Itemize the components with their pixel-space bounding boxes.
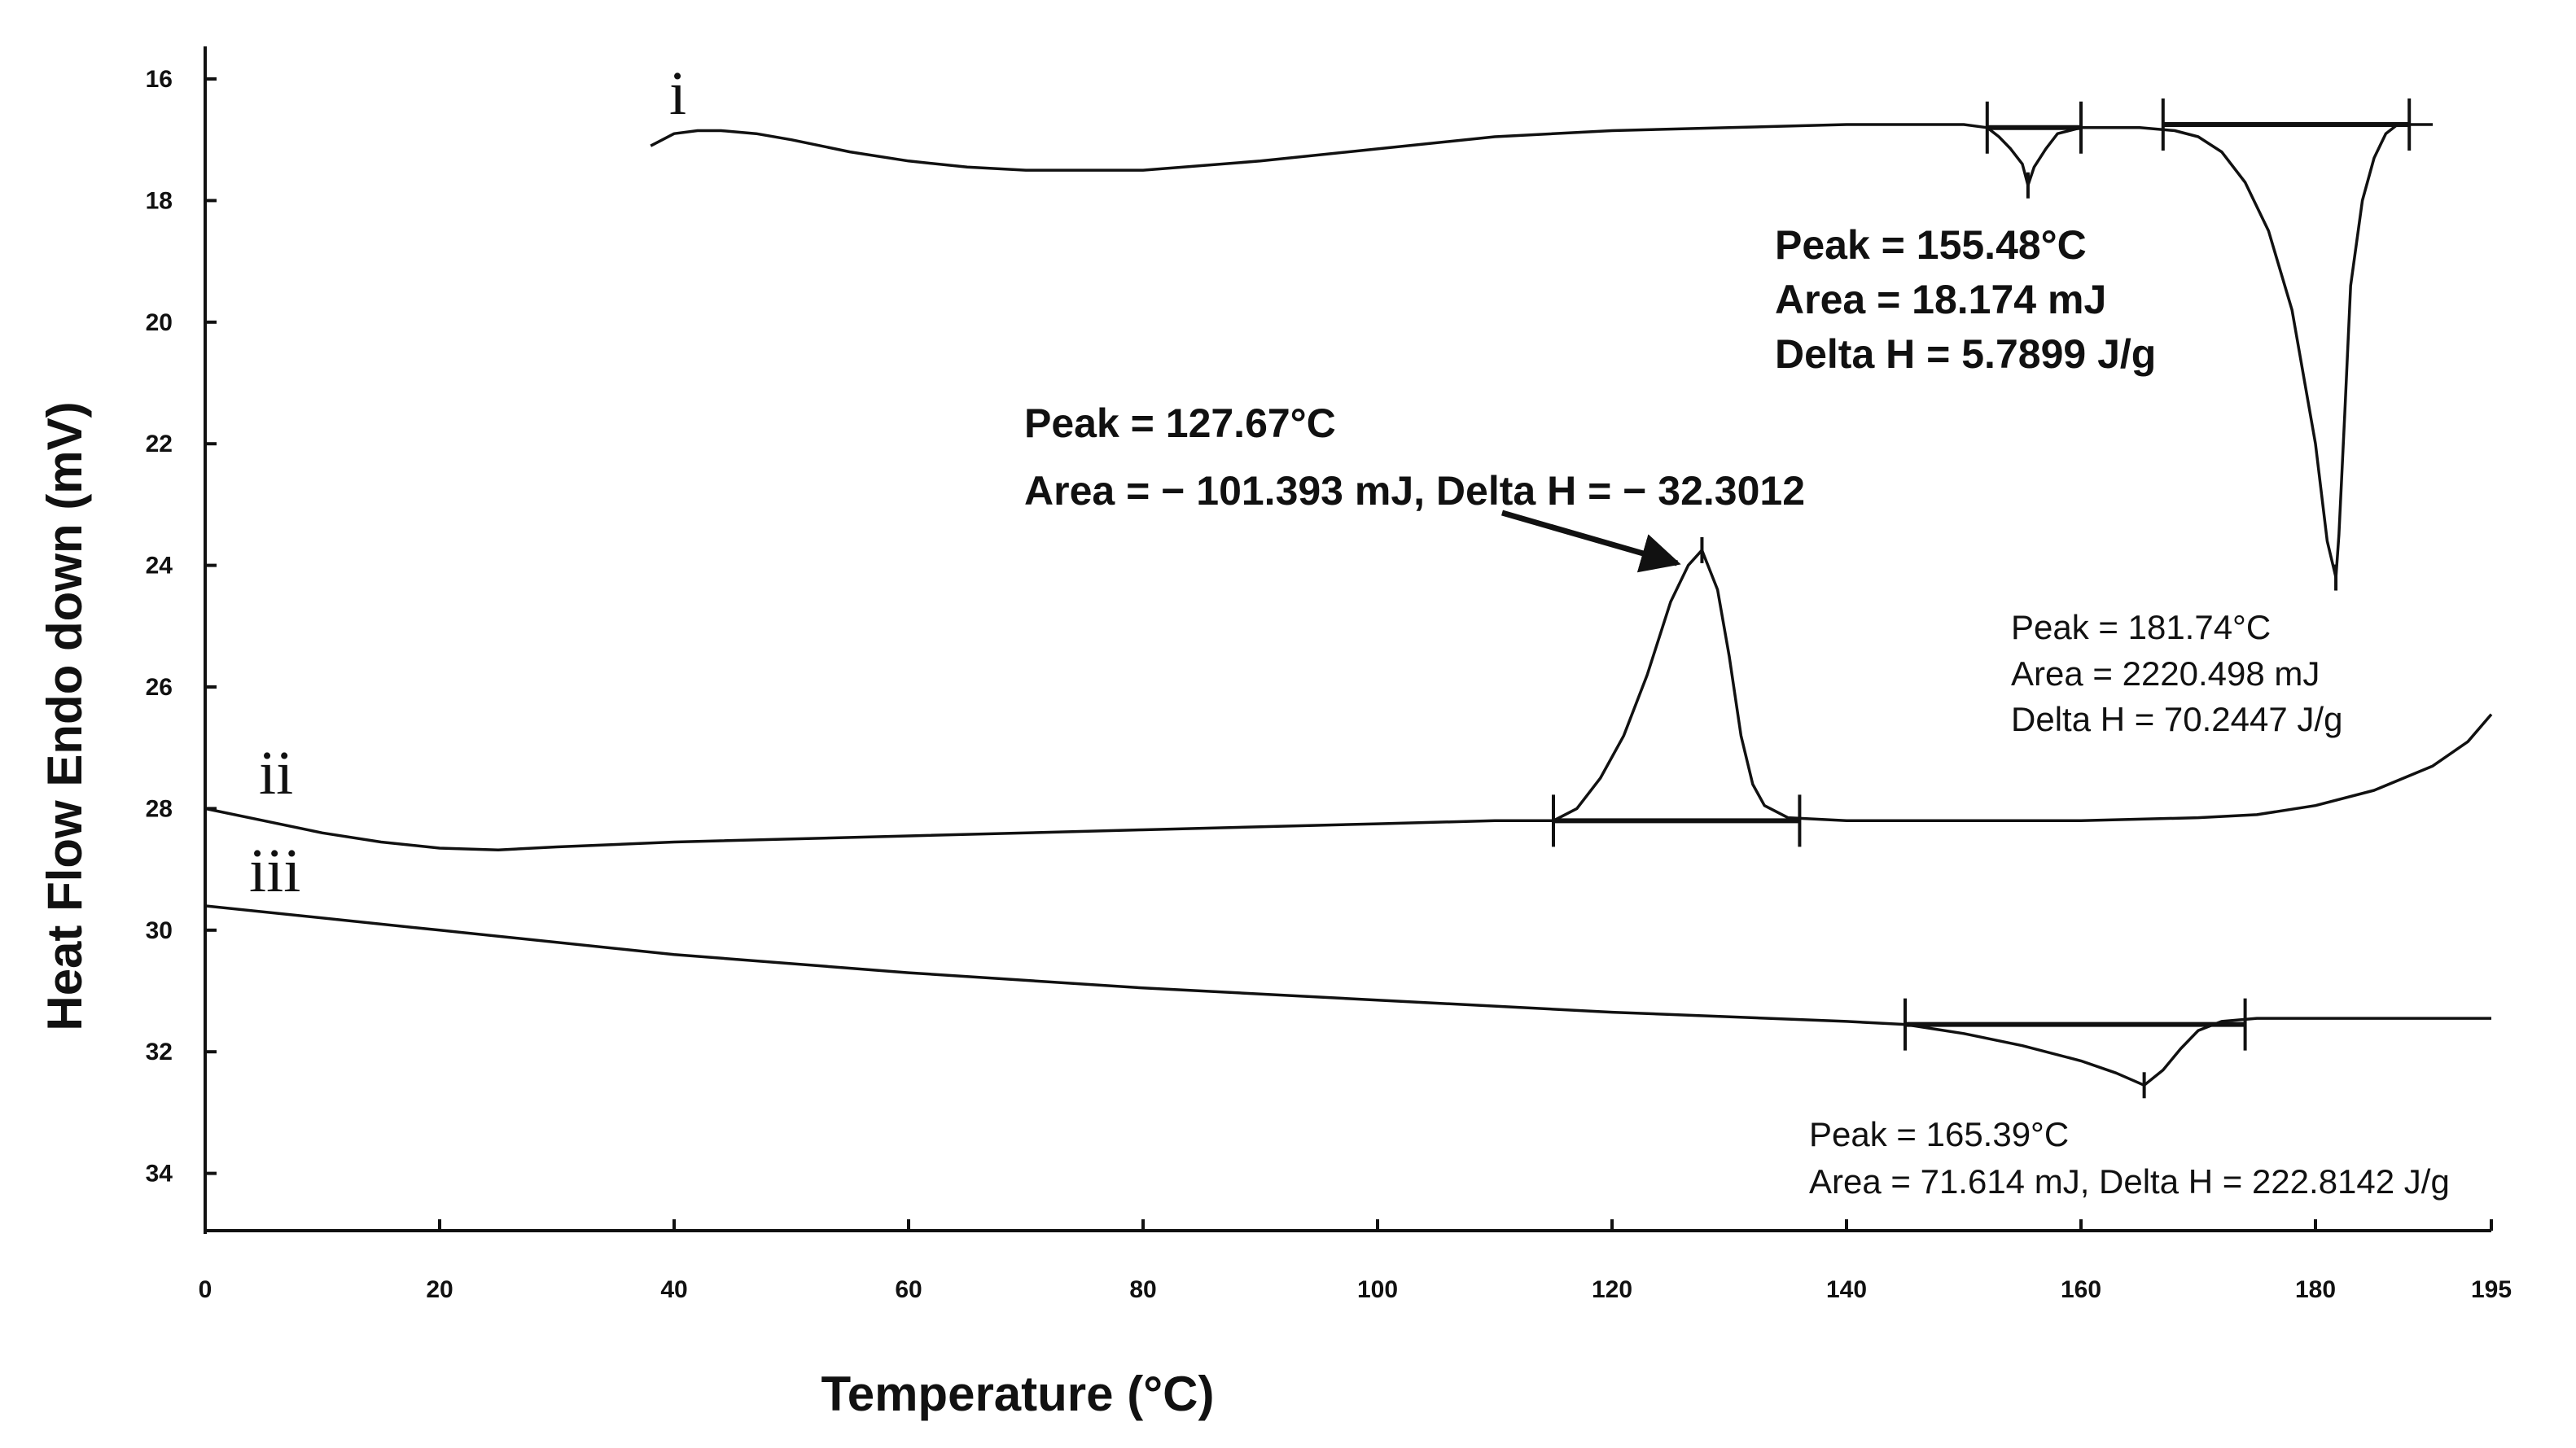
annotation-line: Area = 2220.498 mJ: [2011, 654, 2320, 693]
annotation-peak-127: Peak = 127.67°C Area = − 101.393 mJ, Del…: [1024, 400, 1805, 514]
peak-markers: [1700, 172, 2338, 1099]
annotation-line: Peak = 181.74°C: [2011, 608, 2271, 646]
y-tick-label: 32: [146, 1039, 173, 1065]
annotation-peak-155: Peak = 155.48°C Area = 18.174 mJ Delta H…: [1775, 222, 2156, 377]
y-tick-label: 28: [146, 795, 173, 822]
series-line-iii: [204, 904, 2491, 1087]
annotation-peak-165: Peak = 165.39°C Area = 71.614 mJ, Delta …: [1809, 1115, 2450, 1201]
y-tick-label: 34: [146, 1161, 173, 1188]
curves: [204, 123, 2493, 1087]
series-line-i: [650, 123, 2433, 580]
y-ticks: 16 18 20 22 24 26 28 30 32 34: [146, 66, 217, 1188]
annotation-line: Area = 71.614 mJ, Delta H = 222.8142 J/g: [1809, 1162, 2450, 1201]
x-tick-label: 40: [660, 1276, 687, 1303]
x-tick-label: 20: [426, 1276, 453, 1303]
x-tick-label: 140: [1826, 1276, 1867, 1303]
x-tick-label: 195: [2471, 1276, 2512, 1303]
y-tick-label: 26: [146, 674, 173, 701]
curve-label-ii: ii: [259, 739, 293, 807]
y-tick-label: 20: [146, 309, 173, 336]
x-tick-label: 160: [2061, 1276, 2101, 1303]
x-tick-label: 180: [2295, 1276, 2336, 1303]
x-tick-label: 120: [1592, 1276, 1632, 1303]
y-tick-label: 22: [146, 431, 173, 457]
annotation-line: Peak = 155.48°C: [1775, 222, 2087, 268]
annotation-line: Area = − 101.393 mJ, Delta H = − 32.3012: [1024, 468, 1805, 514]
annotation-line: Peak = 165.39°C: [1809, 1115, 2069, 1153]
y-axis-title: Heat Flow Endo down (mV): [37, 401, 92, 1030]
baselines: [1552, 98, 2412, 1051]
y-tick-label: 24: [146, 553, 173, 580]
axes: [204, 46, 2491, 1234]
curve-label-i: i: [669, 59, 686, 128]
annotation-line: Delta H = 5.7899 J/g: [1775, 331, 2156, 377]
x-tick-label: 100: [1357, 1276, 1398, 1303]
y-tick-label: 30: [146, 917, 173, 944]
y-tick-label: 18: [146, 187, 173, 214]
x-axis-title: Temperature (°C): [821, 1367, 1215, 1421]
x-ticks: 0 20 40 60 80 100 120 140 160 180 195: [199, 1219, 2512, 1303]
annotation-line: Peak = 127.67°C: [1024, 400, 1336, 446]
y-tick-label: 16: [146, 66, 173, 93]
series-line-ii: [204, 549, 2493, 851]
x-tick-label: 60: [895, 1276, 922, 1303]
x-tick-label: 80: [1129, 1276, 1156, 1303]
annotation-peak-181: Peak = 181.74°C Area = 2220.498 mJ Delta…: [2011, 608, 2342, 738]
annotation-line: Area = 18.174 mJ: [1775, 277, 2106, 322]
annotation-line: Delta H = 70.2447 J/g: [2011, 700, 2342, 738]
x-tick-label: 0: [199, 1276, 212, 1303]
curve-label-iii: iii: [249, 837, 300, 905]
annotation-arrow: [1501, 510, 1681, 573]
